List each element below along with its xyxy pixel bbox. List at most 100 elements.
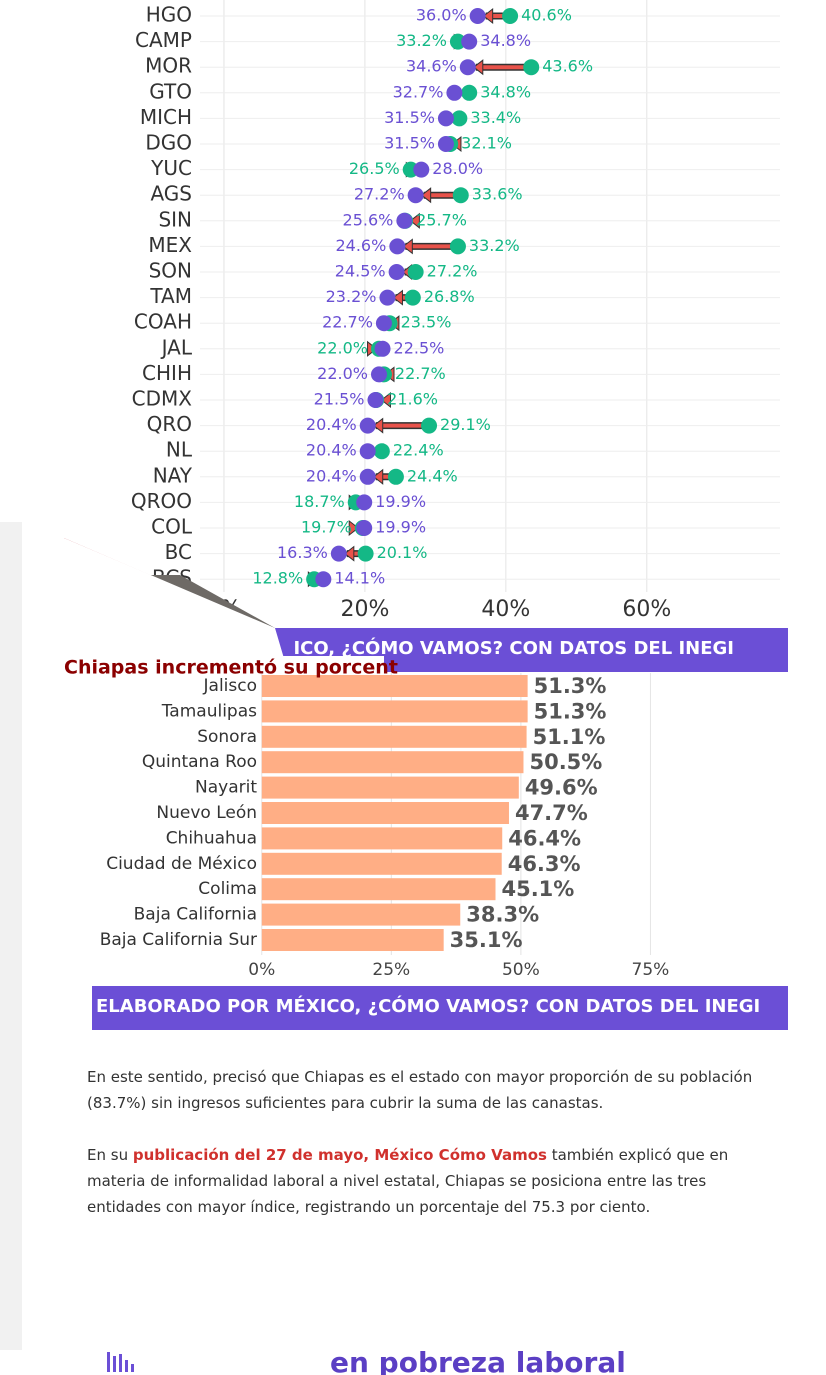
x-tick-label: 50% — [502, 960, 540, 980]
arrow-head — [348, 519, 360, 537]
arrow-head — [409, 212, 420, 229]
y-tick-label: NAY — [153, 463, 193, 487]
value-label: 12.8% — [252, 569, 303, 588]
y-tick-label: CDMX — [132, 387, 193, 411]
value-label: 22.7% — [395, 364, 446, 383]
value-label: 33.2% — [396, 31, 447, 50]
arrow-head — [344, 545, 355, 562]
dot — [449, 238, 466, 255]
dot — [523, 59, 540, 76]
dot — [461, 33, 478, 50]
value-label: 32.7% — [393, 82, 444, 101]
y-tick-label: CHIH — [142, 361, 192, 385]
value-label: 31.5% — [384, 134, 435, 153]
y-tick-label: Jalisco — [203, 676, 257, 696]
value-label: 22.0% — [317, 338, 368, 357]
bar — [261, 725, 527, 748]
dot — [374, 340, 391, 357]
y-tick-label: YUC — [150, 156, 192, 180]
value-label: 51.3% — [534, 699, 607, 723]
side-strip — [0, 522, 22, 1350]
arrow-head — [402, 238, 413, 255]
dot — [451, 110, 468, 127]
value-label: 22.5% — [394, 338, 445, 357]
y-tick-label: Nayarit — [195, 778, 257, 798]
y-tick-label: QRO — [147, 412, 192, 436]
dot — [404, 289, 421, 306]
value-label: 23.5% — [401, 313, 452, 332]
y-tick-label: CAMP — [135, 28, 192, 52]
bar — [261, 878, 496, 901]
arrow-head — [392, 289, 403, 306]
y-tick-label: Tamaulipas — [161, 701, 257, 721]
value-label: 24.4% — [407, 466, 458, 485]
value-label: 26.8% — [424, 287, 475, 306]
y-tick-label: COAH — [134, 310, 192, 334]
value-label: 47.7% — [515, 801, 588, 825]
arrow-head — [482, 7, 494, 25]
y-tick-label: Baja California — [134, 905, 257, 925]
value-label: 46.4% — [508, 826, 581, 850]
dot — [357, 545, 374, 562]
value-label: 23.2% — [326, 287, 377, 306]
value-label: 22.4% — [393, 441, 444, 460]
dot — [373, 443, 390, 460]
y-tick-label: DGO — [145, 131, 192, 155]
y-tick-label: Quintana Roo — [142, 752, 257, 772]
value-label: 24.6% — [335, 236, 386, 255]
value-label: 20.1% — [377, 543, 428, 562]
dot — [413, 161, 430, 178]
dot — [446, 84, 463, 101]
value-label: 45.1% — [501, 877, 574, 901]
bar-chart: 0% 25% 50% 75% Jalisco 51.3% Tamaulipas 51.3% So… — [100, 673, 669, 980]
x-tick-label: 25% — [372, 960, 410, 980]
dot — [452, 187, 469, 204]
dot — [359, 443, 376, 460]
arrow-head — [472, 59, 484, 76]
page-overlay — [22, 520, 288, 672]
value-label: 38.3% — [466, 903, 539, 927]
dot — [449, 33, 466, 50]
dot — [371, 366, 388, 383]
value-label: 21.6% — [387, 390, 438, 409]
dot — [359, 468, 376, 485]
y-tick-label: Colima — [198, 879, 257, 899]
value-label: 51.1% — [533, 725, 606, 749]
dot — [459, 59, 476, 76]
dot — [367, 392, 384, 408]
y-tick-label: HGO — [146, 3, 192, 27]
arrow-head — [380, 391, 391, 409]
dot — [315, 571, 332, 588]
logo — [107, 1352, 134, 1372]
value-label: 50.5% — [529, 750, 602, 774]
link[interactable]: publicación del 27 de mayo, México Cómo … — [132, 1146, 547, 1164]
value-label: 43.6% — [542, 57, 593, 76]
dot — [437, 110, 454, 127]
y-tick-label: TAM — [149, 284, 192, 308]
y-tick-label: JAL — [160, 335, 193, 359]
banner-text: ELABORADO POR MÉXICO, ¿CÓMO VAMOS? CON D… — [96, 995, 760, 1017]
bar — [261, 776, 519, 799]
dot — [469, 8, 486, 24]
bar — [261, 852, 502, 875]
x-tick-label: 60% — [622, 597, 671, 622]
y-tick-label: SON — [149, 259, 192, 283]
dot — [421, 417, 438, 434]
x-tick-label: 20% — [340, 597, 389, 622]
arrow-head — [372, 417, 384, 434]
bar — [261, 802, 509, 824]
y-tick-label: AGS — [150, 182, 192, 206]
heading-bg — [22, 656, 384, 673]
bar — [261, 929, 444, 951]
value-label: 22.7% — [322, 313, 373, 332]
value-label: 35.1% — [450, 928, 523, 952]
value-label: 22.0% — [317, 364, 368, 383]
value-label: 27.2% — [354, 185, 405, 204]
arrow-head — [372, 468, 384, 485]
value-label: 34.8% — [480, 31, 531, 50]
dot — [387, 468, 404, 485]
dot — [379, 289, 396, 306]
y-tick-label: MEX — [148, 233, 192, 257]
paragraph: En este sentido, precisó que Chiapas es … — [87, 1068, 753, 1112]
